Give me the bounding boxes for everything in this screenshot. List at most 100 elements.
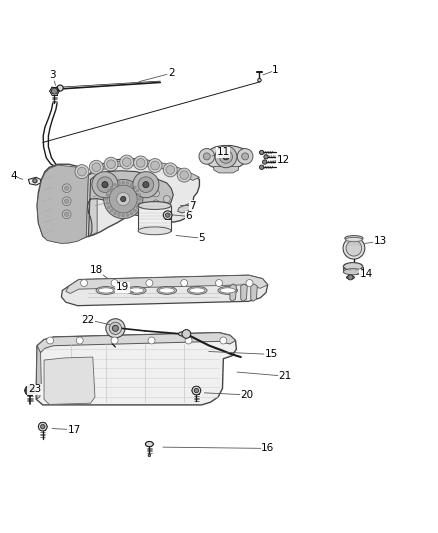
Polygon shape xyxy=(37,165,88,244)
Polygon shape xyxy=(66,275,268,294)
Ellipse shape xyxy=(345,236,363,241)
Circle shape xyxy=(104,157,118,171)
Ellipse shape xyxy=(346,237,362,241)
Ellipse shape xyxy=(343,263,363,270)
Circle shape xyxy=(163,211,172,220)
Text: 20: 20 xyxy=(241,390,254,400)
Circle shape xyxy=(199,149,215,164)
Circle shape xyxy=(148,337,155,344)
Polygon shape xyxy=(37,158,199,243)
Circle shape xyxy=(89,160,103,174)
Text: 16: 16 xyxy=(261,443,274,454)
Circle shape xyxy=(62,210,71,219)
Polygon shape xyxy=(28,177,41,185)
Circle shape xyxy=(138,177,154,192)
Text: 21: 21 xyxy=(279,371,292,381)
Circle shape xyxy=(118,182,120,184)
Circle shape xyxy=(181,279,187,287)
Circle shape xyxy=(114,183,116,186)
Circle shape xyxy=(203,153,210,160)
Circle shape xyxy=(122,181,124,184)
Circle shape xyxy=(219,150,233,163)
Circle shape xyxy=(215,146,237,168)
Text: 17: 17 xyxy=(68,425,81,435)
Ellipse shape xyxy=(190,288,205,293)
Ellipse shape xyxy=(218,287,237,294)
Polygon shape xyxy=(44,357,95,405)
Circle shape xyxy=(113,325,118,332)
Circle shape xyxy=(148,158,162,173)
Circle shape xyxy=(110,186,113,189)
Circle shape xyxy=(348,275,353,280)
Polygon shape xyxy=(88,158,199,180)
Circle shape xyxy=(122,214,124,217)
Polygon shape xyxy=(37,333,236,353)
Circle shape xyxy=(138,193,141,196)
Circle shape xyxy=(258,78,261,82)
Polygon shape xyxy=(86,171,97,237)
Circle shape xyxy=(130,183,133,186)
Text: 7: 7 xyxy=(190,200,196,211)
Circle shape xyxy=(25,386,35,395)
Circle shape xyxy=(41,424,45,429)
Circle shape xyxy=(177,168,191,182)
Circle shape xyxy=(152,200,159,207)
Circle shape xyxy=(242,153,249,160)
Circle shape xyxy=(152,190,159,197)
Text: 23: 23 xyxy=(28,384,41,394)
Circle shape xyxy=(76,337,83,344)
Circle shape xyxy=(51,88,57,94)
Circle shape xyxy=(134,209,136,212)
Circle shape xyxy=(166,166,175,174)
Circle shape xyxy=(182,329,191,338)
Circle shape xyxy=(111,279,118,287)
Text: 6: 6 xyxy=(185,212,192,221)
Text: 12: 12 xyxy=(277,155,290,165)
Circle shape xyxy=(259,150,264,155)
Circle shape xyxy=(134,156,148,170)
Circle shape xyxy=(138,198,141,200)
Circle shape xyxy=(126,214,129,216)
Circle shape xyxy=(47,337,53,344)
Circle shape xyxy=(102,182,108,188)
Polygon shape xyxy=(36,346,42,399)
Circle shape xyxy=(220,337,227,344)
Circle shape xyxy=(192,386,201,395)
Text: 4: 4 xyxy=(10,171,17,181)
Circle shape xyxy=(120,155,134,169)
Circle shape xyxy=(130,212,133,215)
Circle shape xyxy=(346,240,362,256)
Circle shape xyxy=(106,319,125,338)
Circle shape xyxy=(262,160,267,164)
Polygon shape xyxy=(61,275,268,305)
Circle shape xyxy=(138,202,141,205)
Circle shape xyxy=(223,154,229,160)
Polygon shape xyxy=(204,146,249,170)
Ellipse shape xyxy=(127,287,146,294)
Ellipse shape xyxy=(343,269,363,275)
Circle shape xyxy=(62,197,71,206)
Circle shape xyxy=(110,322,121,334)
Circle shape xyxy=(163,196,170,203)
Text: 19: 19 xyxy=(116,282,129,293)
Circle shape xyxy=(110,209,113,212)
Ellipse shape xyxy=(187,287,207,294)
Circle shape xyxy=(180,171,188,180)
Circle shape xyxy=(194,389,198,393)
Circle shape xyxy=(136,189,139,192)
Circle shape xyxy=(27,388,32,393)
Circle shape xyxy=(108,206,110,208)
Polygon shape xyxy=(251,284,257,301)
Text: 1: 1 xyxy=(272,65,279,75)
Text: 18: 18 xyxy=(90,265,103,275)
Text: 11: 11 xyxy=(217,148,230,157)
Circle shape xyxy=(166,213,170,217)
Ellipse shape xyxy=(346,276,354,279)
Circle shape xyxy=(185,337,192,344)
Polygon shape xyxy=(230,284,237,301)
Circle shape xyxy=(39,422,47,431)
Circle shape xyxy=(117,192,130,206)
Circle shape xyxy=(134,186,136,189)
Circle shape xyxy=(246,279,253,287)
Circle shape xyxy=(343,237,365,259)
